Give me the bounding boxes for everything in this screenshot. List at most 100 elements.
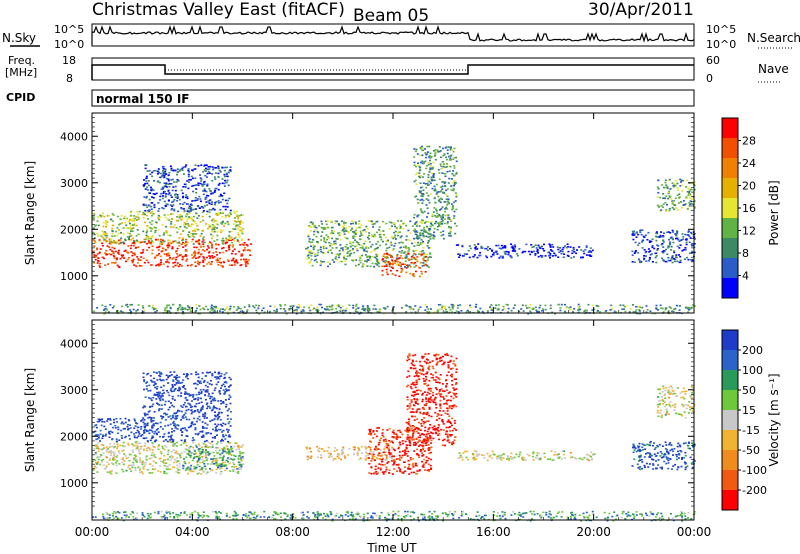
power-y-axis: 1000 2000 3000 4000 — [60, 112, 694, 300]
freq-tick-top: 18 — [62, 54, 76, 67]
power-region-3 — [305, 220, 433, 268]
cpid-value: normal 150 IF — [96, 92, 190, 106]
colorbar-tick-label: 28 — [742, 135, 756, 148]
colorbar-tick-label: 24 — [742, 157, 756, 170]
nsky-tick-bottom: 10^0 — [54, 38, 84, 51]
colorbar-tick-label: 12 — [742, 225, 756, 238]
colorbar-tick-label: 8 — [742, 247, 749, 260]
nsearch-label: N.Search — [747, 31, 800, 45]
velocity-y-axis: 1000 2000 3000 4000 — [60, 319, 694, 507]
x-tick-label: 00:00 — [677, 525, 712, 539]
freq-label-line2: [MHz] — [5, 66, 37, 79]
cpid-label: CPID — [6, 91, 35, 104]
x-axis-label: Time UT — [366, 541, 417, 554]
colorbar-step — [722, 218, 738, 238]
colorbar-step — [722, 198, 738, 218]
x-tick-label: 12:00 — [376, 525, 411, 539]
power-colorbar: 4 8 12 16 20 24 28 — [721, 117, 756, 299]
power-region-9 — [93, 303, 696, 315]
beam-label: Beam 05 — [353, 6, 429, 26]
x-tick-label: 08:00 — [275, 525, 310, 539]
freq-tick-bottom: 8 — [66, 72, 73, 85]
velocity-ytick-label: 3000 — [60, 384, 88, 397]
power-colorbar-label: Power [dB] — [767, 180, 781, 245]
freq-label-line1: Freq. — [8, 54, 35, 67]
velocity-region-2 — [142, 371, 232, 419]
velocity-heatmap — [92, 352, 696, 522]
nsky-line — [91, 24, 695, 45]
nsky-label: N.Sky — [2, 31, 36, 45]
date-label: 30/Apr/2011 — [588, 0, 694, 20]
colorbar-step — [722, 258, 738, 278]
power-region-2 — [142, 164, 232, 213]
x-tick-label: 00:00 — [75, 525, 110, 539]
colorbar-tick-label: 50 — [742, 384, 756, 397]
colorbar-step — [722, 278, 738, 298]
colorbar-step — [722, 490, 738, 510]
power-region-6 — [455, 243, 594, 259]
velocity-ylabel: Slant Range [km] — [23, 368, 37, 472]
colorbar-tick-label: -50 — [742, 444, 760, 457]
power-ytick-label: 1000 — [60, 270, 88, 283]
x-tick-label: 04:00 — [175, 525, 210, 539]
power-ytick-label: 4000 — [60, 130, 88, 143]
nsearch-tick-top: 10^5 — [706, 23, 736, 36]
x-tick-label: 20:00 — [576, 525, 611, 539]
velocity-colorbar-label: Velocity [m s⁻¹] — [767, 373, 781, 466]
colorbar-step — [722, 118, 738, 138]
power-region-4 — [381, 252, 428, 278]
power-region-1 — [92, 210, 245, 245]
colorbar-step — [722, 450, 738, 470]
colorbar-step — [722, 350, 738, 370]
freq-trace — [91, 64, 694, 80]
velocity-colorbar: 200 100 50 15 -15 -50 -100 -200 — [721, 329, 767, 511]
power-panel-frame — [92, 113, 694, 313]
colorbar-frame — [721, 329, 739, 511]
freq-panel-frame — [91, 57, 695, 81]
colorbar-tick-label: -200 — [742, 484, 767, 497]
colorbar-step — [722, 138, 738, 158]
time-x-axis: 00:00 04:00 08:00 12:00 16:00 20:00 00:00 — [75, 113, 712, 539]
velocity-region-1 — [92, 417, 232, 443]
colorbar-tick-label: 20 — [742, 180, 756, 193]
nave-label: Nave — [758, 62, 789, 76]
colorbar-tick-label: 4 — [742, 270, 749, 283]
x-tick-label: 16:00 — [476, 525, 511, 539]
colorbar-step — [722, 330, 738, 350]
colorbar-tick-label: 15 — [742, 404, 756, 417]
colorbar-step — [722, 430, 738, 450]
velocity-region-4 — [305, 445, 395, 462]
velocity-region-5 — [368, 427, 433, 475]
velocity-region-9 — [656, 385, 696, 419]
freq-line — [91, 64, 694, 80]
nsky-tick-top: 10^5 — [54, 23, 84, 36]
velocity-region-6 — [405, 352, 458, 448]
nave-tick-top: 60 — [706, 54, 720, 67]
cpid-panel-frame — [91, 89, 695, 107]
velocity-ytick-label: 2000 — [60, 430, 88, 443]
velocity-region-7 — [457, 450, 596, 462]
power-region-8 — [656, 178, 696, 212]
colorbar-tick-label: -100 — [742, 464, 767, 477]
power-region-5 — [413, 145, 458, 240]
colorbar-step — [722, 158, 738, 178]
colorbar-tick-label: -15 — [742, 424, 760, 437]
power-ytick-label: 2000 — [60, 223, 88, 236]
velocity-ytick-label: 4000 — [60, 337, 88, 350]
colorbar-step — [722, 178, 738, 198]
colorbar-step — [722, 410, 738, 430]
nsky-panel-frame — [91, 23, 695, 47]
velocity-region-8 — [631, 440, 696, 471]
nsearch-tick-bottom: 10^0 — [706, 38, 736, 51]
colorbar-step — [722, 238, 738, 258]
power-heatmap — [92, 145, 696, 315]
nsky-trace — [91, 24, 695, 47]
nave-tick-bottom: 0 — [706, 72, 713, 85]
colorbar-tick-label: 16 — [742, 202, 756, 215]
colorbar-tick-label: 200 — [742, 344, 763, 357]
velocity-panel-frame — [92, 320, 694, 520]
power-ylabel: Slant Range [km] — [23, 161, 37, 265]
velocity-region-3 — [182, 445, 245, 471]
power-region-0 — [92, 238, 252, 268]
